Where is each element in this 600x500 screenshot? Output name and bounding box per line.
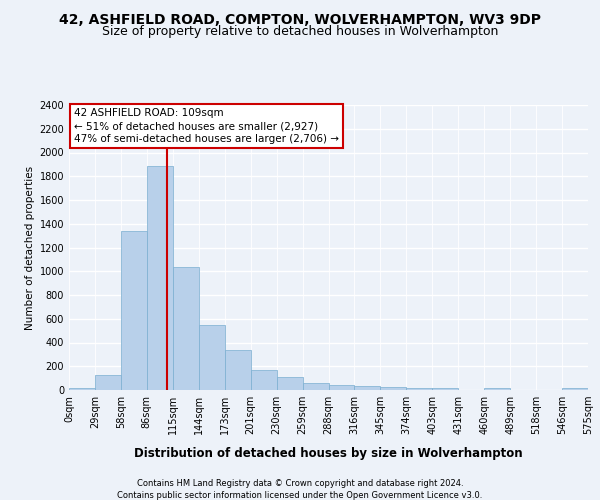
Text: Contains public sector information licensed under the Open Government Licence v3: Contains public sector information licen… [118,491,482,500]
Text: Size of property relative to detached houses in Wolverhampton: Size of property relative to detached ho… [102,25,498,38]
Bar [433,388,458,390]
Bar [121,231,147,390]
Text: 42, ASHFIELD ROAD, COMPTON, WOLVERHAMPTON, WV3 9DP: 42, ASHFIELD ROAD, COMPTON, WOLVERHAMPTO… [59,12,541,26]
Bar [302,383,329,390]
Text: Distribution of detached houses by size in Wolverhampton: Distribution of detached houses by size … [134,448,523,460]
Bar [173,266,199,390]
Bar [380,387,406,390]
Bar [147,166,173,390]
Text: Contains HM Land Registry data © Crown copyright and database right 2024.: Contains HM Land Registry data © Crown c… [137,479,463,488]
Bar [251,370,277,390]
Bar [277,377,302,390]
Bar [199,326,224,390]
Bar [562,388,588,390]
Text: 42 ASHFIELD ROAD: 109sqm
← 51% of detached houses are smaller (2,927)
47% of sem: 42 ASHFIELD ROAD: 109sqm ← 51% of detach… [74,108,339,144]
Bar [95,375,121,390]
Y-axis label: Number of detached properties: Number of detached properties [25,166,35,330]
Bar [225,350,251,390]
Bar [484,388,510,390]
Bar [329,385,355,390]
Bar [69,388,95,390]
Bar [355,386,380,390]
Bar [406,388,432,390]
